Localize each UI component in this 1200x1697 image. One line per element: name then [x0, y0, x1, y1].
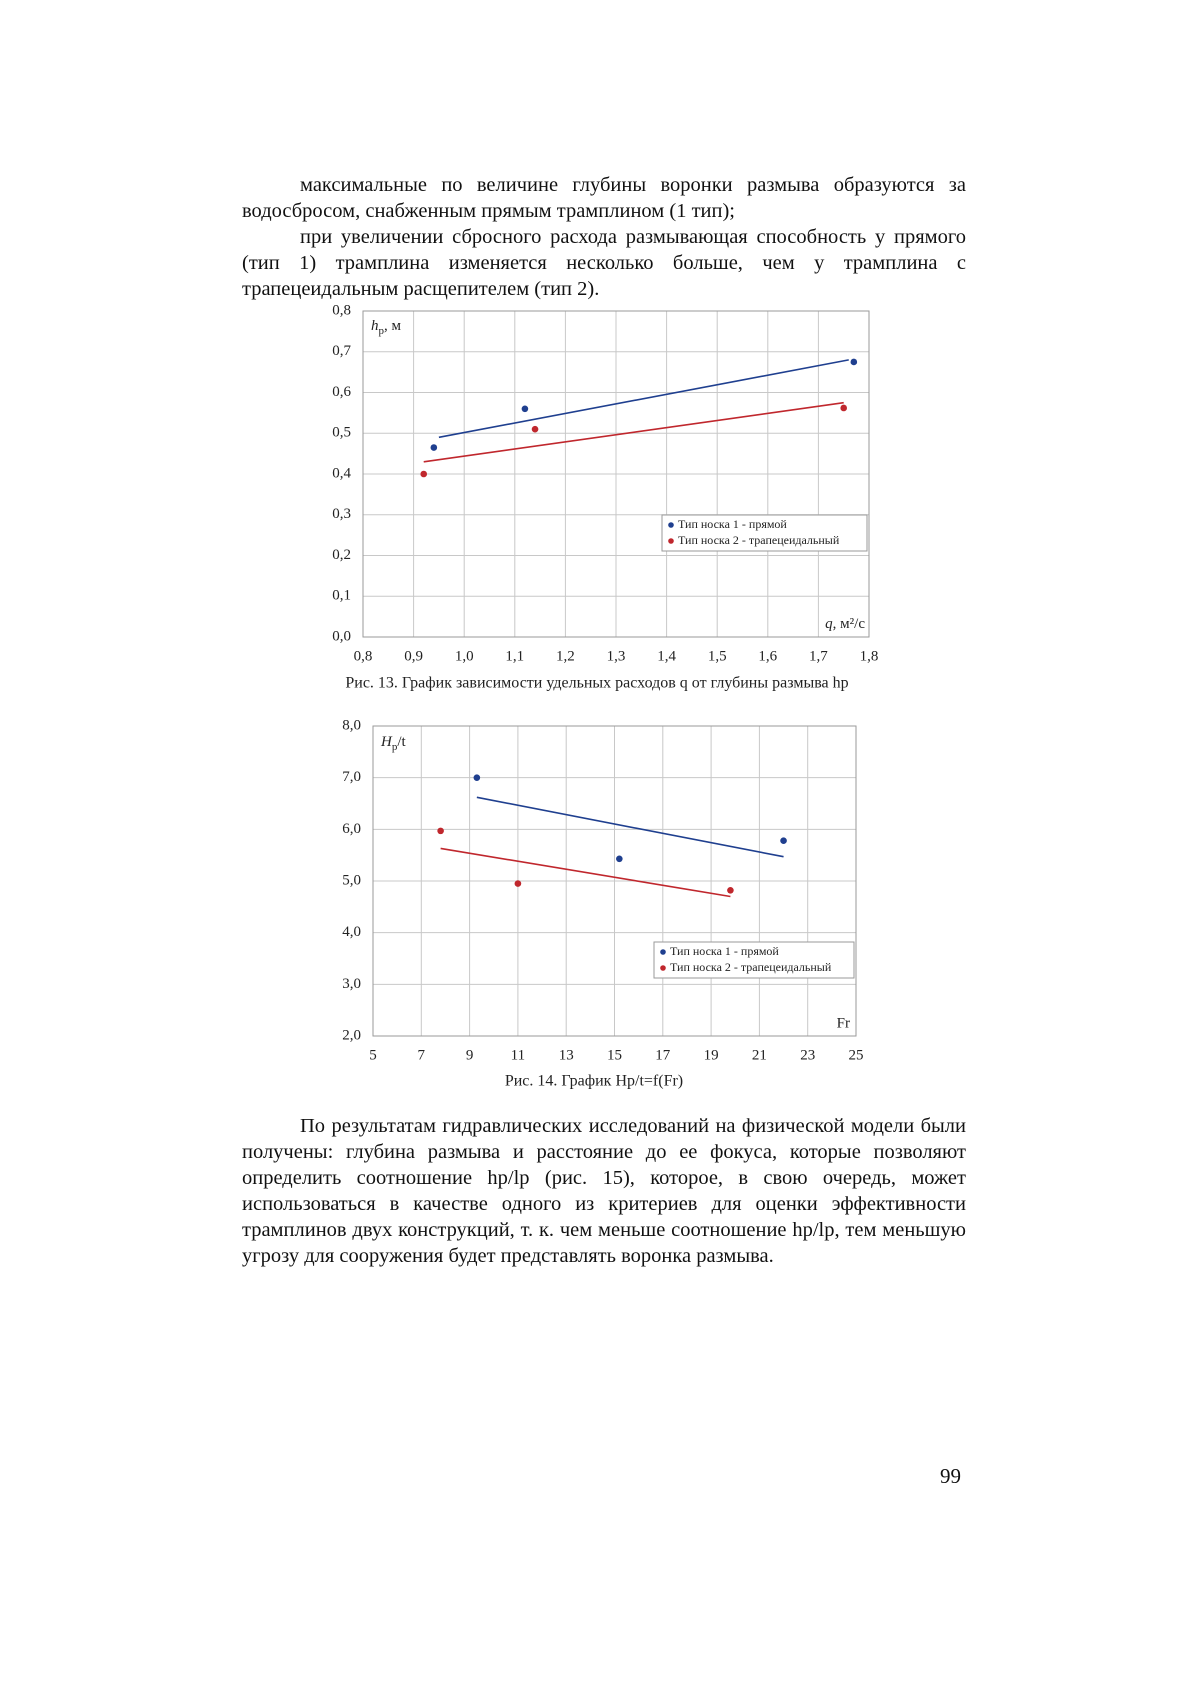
y-tick-label: 0,0	[332, 628, 351, 644]
data-point	[420, 470, 428, 478]
x-tick-label: 17	[655, 1047, 671, 1063]
y-axis-label-symbol: h	[371, 318, 379, 334]
x-axis-label: Fr	[837, 1015, 850, 1031]
figure-caption: Рис. 13. График зависимости удельных рас…	[345, 675, 848, 692]
y-tick-label: 0,3	[332, 506, 351, 522]
x-tick-label: 11	[511, 1047, 525, 1063]
x-axis-label: q, м²/с	[825, 616, 865, 632]
x-axis-label-symbol: q	[825, 616, 833, 632]
plot-frame	[372, 725, 857, 1037]
x-tick-label: 15	[607, 1047, 622, 1063]
legend-box	[661, 514, 868, 552]
x-tick-label: 1,7	[809, 648, 828, 664]
x-tick-label: 1,0	[455, 648, 474, 664]
page-number: 99	[940, 1464, 961, 1488]
x-tick-label: 1,1	[505, 648, 524, 664]
paragraph: По результатам гидравлических исследован…	[242, 1115, 966, 1267]
x-tick-label: 5	[369, 1047, 377, 1063]
trend-line	[438, 359, 849, 439]
legend-label: Тип носка 2 - трапецеидальный	[670, 960, 832, 974]
y-tick-label: 4,0	[342, 924, 361, 940]
y-tick-label: 0,5	[332, 425, 351, 441]
y-axis-label-unit: , м	[384, 318, 402, 334]
legend-label: Тип носка 2 - трапецеидальный	[678, 533, 840, 547]
x-tick-label: 7	[418, 1047, 426, 1063]
trend-line	[440, 847, 731, 898]
paragraph: максимальные по величине глубины воронки…	[242, 174, 966, 222]
data-point	[850, 358, 858, 366]
data-point	[840, 404, 847, 412]
data-point	[531, 425, 539, 433]
x-axis-label-unit: , м²/с	[833, 616, 866, 632]
data-point	[514, 880, 522, 887]
legend-marker	[668, 522, 674, 528]
y-axis-label: hр, м	[371, 318, 402, 336]
x-tick-label: 1,6	[758, 648, 777, 664]
data-point	[437, 827, 444, 835]
x-tick-label: 0,8	[354, 648, 373, 664]
data-point	[521, 405, 529, 413]
y-tick-label: 7,0	[342, 769, 361, 785]
x-tick-label: 21	[752, 1047, 767, 1063]
trend-line	[423, 401, 844, 463]
legend-marker	[668, 538, 674, 544]
legend-label: Тип носка 1 - прямой	[678, 517, 787, 531]
data-point	[616, 855, 623, 863]
y-axis-label: Hр/t	[380, 734, 407, 752]
x-tick-label: 13	[559, 1047, 574, 1063]
y-tick-label: 3,0	[342, 976, 361, 992]
legend-marker	[660, 965, 666, 971]
x-tick-label: 0,9	[404, 648, 423, 664]
y-axis-label-sub: р	[379, 325, 385, 337]
y-tick-label: 6,0	[342, 821, 361, 837]
y-tick-label: 0,4	[332, 465, 351, 481]
x-tick-label: 25	[849, 1047, 864, 1063]
y-tick-label: 0,1	[332, 588, 351, 604]
y-tick-label: 2,0	[342, 1027, 361, 1043]
x-tick-label: 1,3	[607, 648, 626, 664]
y-axis-label-symbol: H	[380, 734, 393, 750]
y-tick-label: 0,2	[332, 547, 351, 563]
x-tick-label: 23	[800, 1047, 815, 1063]
y-tick-label: 0,8	[332, 302, 351, 318]
data-point	[727, 887, 734, 894]
y-tick-label: 5,0	[342, 872, 361, 888]
x-tick-label: 1,2	[556, 648, 575, 664]
x-tick-label: 1,8	[860, 648, 879, 664]
x-tick-label: 9	[466, 1047, 474, 1063]
x-tick-label: 1,4	[657, 648, 676, 664]
legend-box	[653, 941, 855, 979]
paragraph: при увеличении сбросного расхода размыва…	[242, 226, 966, 300]
y-axis-label-sub: р	[392, 741, 398, 753]
x-tick-label: 19	[704, 1047, 719, 1063]
y-tick-label: 0,7	[332, 343, 351, 359]
data-point	[780, 837, 787, 844]
trend-line	[476, 796, 784, 858]
plot-frame	[362, 310, 870, 638]
figure-caption: Рис. 14. График Hр/t=f(Fr)	[505, 1073, 683, 1090]
x-tick-label: 1,5	[708, 648, 727, 664]
y-tick-label: 0,6	[332, 384, 351, 400]
y-tick-label: 8,0	[342, 717, 361, 733]
data-point	[430, 444, 438, 451]
y-axis-label-unit: /t	[397, 734, 406, 750]
legend-marker	[660, 949, 666, 955]
data-point	[473, 774, 481, 781]
legend-label: Тип носка 1 - прямой	[670, 944, 779, 958]
